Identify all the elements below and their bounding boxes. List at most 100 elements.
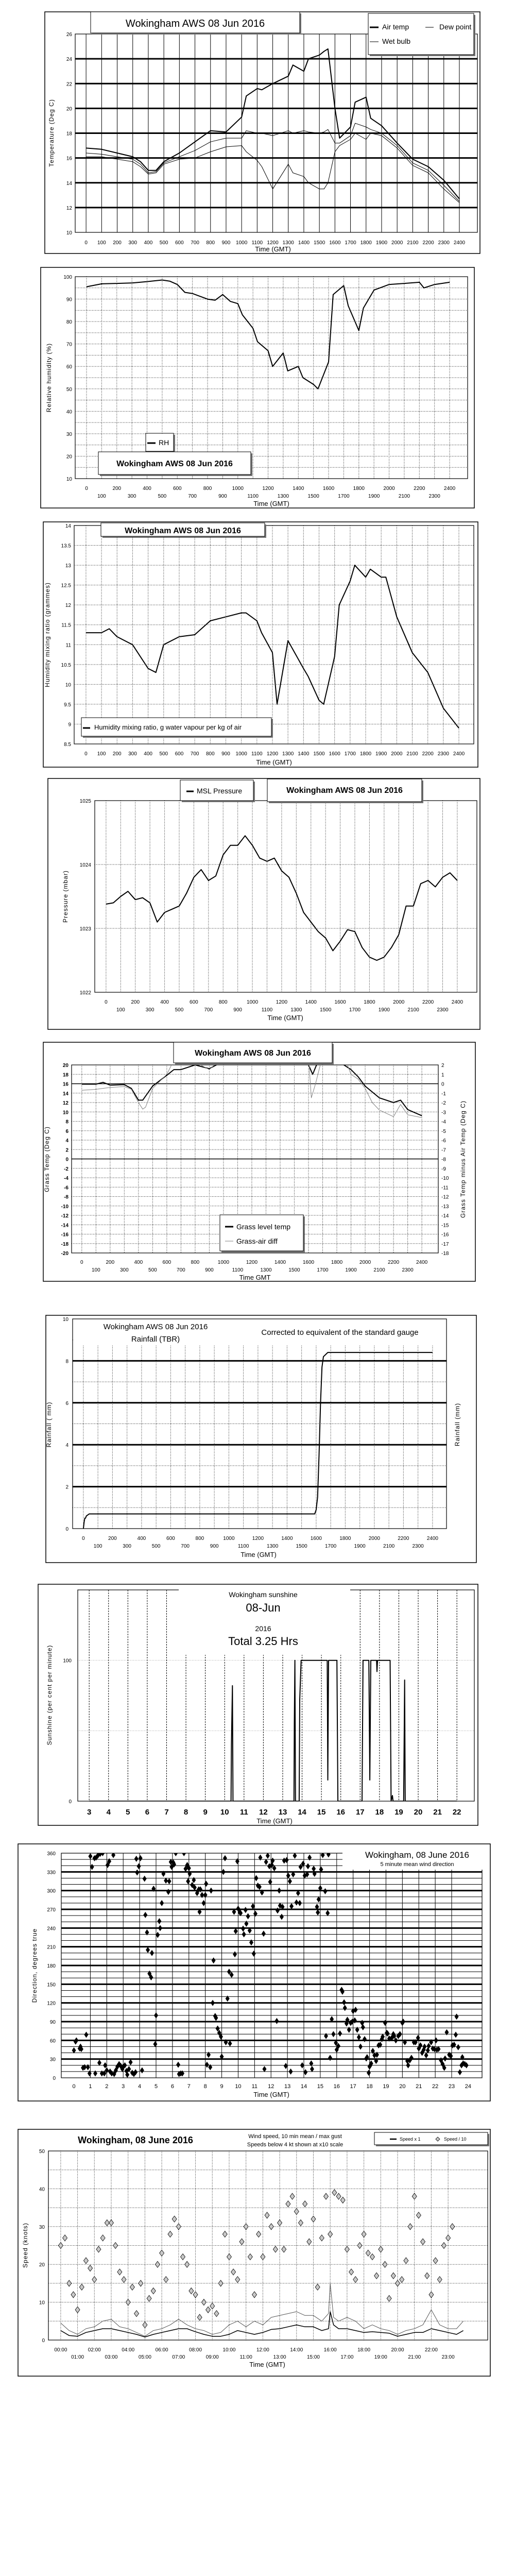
x-tick-label: 1300: [260, 1267, 272, 1273]
data-point: [123, 2062, 127, 2069]
data-point: [227, 1969, 231, 1975]
data-point: [249, 1939, 253, 1946]
y-tick-label: 18: [66, 131, 73, 137]
y-tick-label: 11.5: [61, 623, 71, 629]
data-point: [88, 1853, 93, 1860]
x-tick-label: 400: [143, 486, 151, 492]
data-point: [356, 2034, 361, 2041]
x-axis-title: Time (GMT): [256, 1817, 293, 1825]
data-point: [265, 1853, 270, 1859]
series-wind-direction: [72, 1853, 469, 2078]
x-tick-label: 6: [171, 2083, 174, 2090]
data-point: [142, 1875, 147, 1882]
x-tick-label: 0: [84, 751, 88, 757]
y-tick-label: 60: [50, 2038, 56, 2044]
data-point: [186, 1878, 191, 1885]
data-point: [393, 2037, 398, 2044]
data-point: [413, 2039, 418, 2045]
data-point: [219, 2053, 224, 2060]
x-tick-label: 1400: [298, 751, 310, 757]
data-point: [154, 2261, 160, 2268]
plot-area: [48, 2150, 488, 2341]
data-point: [444, 2029, 449, 2036]
y-tick-label: 0: [65, 1157, 68, 1163]
data-point: [125, 2298, 131, 2306]
chart-year: 2016: [255, 1624, 271, 1633]
x-tick-label: 600: [190, 999, 198, 1005]
y-tick-label: 40: [39, 2187, 45, 2192]
y-tick-label: 24: [66, 57, 73, 62]
x-tick-label: 02:00: [88, 2347, 101, 2353]
data-point: [285, 2200, 291, 2208]
y2-tick-label: -7: [441, 1147, 446, 1153]
x-tick-label: 2400: [452, 999, 464, 1005]
x-tick-label: 8: [204, 2083, 207, 2090]
data-point: [330, 2016, 334, 2023]
x-tick-label: 800: [206, 751, 215, 757]
x-tick-label: 1500: [296, 1544, 308, 1549]
x-tick-label: 2300: [437, 1007, 449, 1013]
x-tick-label: 05:00: [139, 2354, 151, 2360]
y-tick-label: -4: [64, 1176, 68, 1181]
x-tick-label: 24: [465, 2083, 471, 2090]
x-tick-label: 20:00: [391, 2347, 404, 2353]
x-tick-label: 100: [97, 751, 106, 757]
data-point: [283, 2062, 288, 2069]
data-point: [416, 2035, 420, 2041]
x-tick-label: 9: [220, 2083, 223, 2090]
x-tick-label: 100: [97, 240, 106, 246]
data-point: [289, 2193, 295, 2200]
x-tick-label: 7: [187, 2083, 191, 2090]
data-point: [441, 2242, 447, 2249]
x-tick-label: 08:00: [189, 2347, 202, 2353]
chart-subtitle-1: Wind speed, 10 min mean / max gust: [248, 2133, 342, 2140]
y-tick-label: 90: [50, 2020, 56, 2025]
y-tick-label: -18: [61, 1242, 69, 1247]
x-tick-label: 19: [394, 1808, 403, 1817]
data-point: [403, 2039, 407, 2045]
x-tick-label: 1800: [360, 751, 372, 757]
data-point: [269, 1862, 274, 1869]
data-point: [334, 2046, 339, 2053]
y-tick-label: 13: [65, 563, 72, 569]
x-tick-label: 1300: [282, 751, 294, 757]
y-tick-label: -6: [64, 1185, 68, 1191]
data-point: [224, 2039, 228, 2045]
x-tick-label: 15: [317, 2083, 323, 2090]
data-point: [235, 1858, 239, 1865]
data-point: [153, 2041, 158, 2047]
data-point: [208, 2064, 213, 2071]
y-tick-label: 10: [63, 1110, 69, 1115]
x-tick-label: 3: [122, 2083, 125, 2090]
x-tick-label: 2200: [414, 486, 425, 492]
x-tick-label: 11:00: [240, 2354, 253, 2360]
y-tick-label: 50: [39, 2149, 45, 2155]
y2-tick-label: -8: [441, 1157, 446, 1163]
y2-tick-label: -6: [441, 1138, 446, 1144]
x-tick-label: 800: [196, 1536, 204, 1541]
data-point: [72, 2047, 76, 2054]
data-point: [111, 1853, 116, 1858]
data-point: [241, 1925, 246, 1932]
data-point: [411, 2193, 417, 2200]
data-point: [281, 2246, 287, 2253]
data-point: [336, 2043, 340, 2049]
series-group: [86, 279, 450, 389]
x-tick-label: 1700: [317, 1267, 329, 1273]
x-tick-label: 2300: [438, 751, 450, 757]
legend-label: Wet bulb: [382, 37, 410, 45]
x-tick-label: 10: [235, 2083, 241, 2090]
data-point: [197, 2314, 202, 2321]
series-gust-line: [60, 2283, 464, 2337]
data-point: [247, 2253, 253, 2261]
x-tick-label: 300: [128, 751, 137, 757]
data-point: [62, 2234, 68, 2242]
data-point: [239, 2238, 245, 2245]
y-tick-label: 22: [66, 81, 73, 87]
data-point: [107, 1858, 112, 1865]
data-point: [439, 2057, 443, 2064]
data-point: [332, 2189, 337, 2196]
x-tick-label: 1300: [290, 1007, 302, 1013]
data-point: [407, 2223, 413, 2230]
